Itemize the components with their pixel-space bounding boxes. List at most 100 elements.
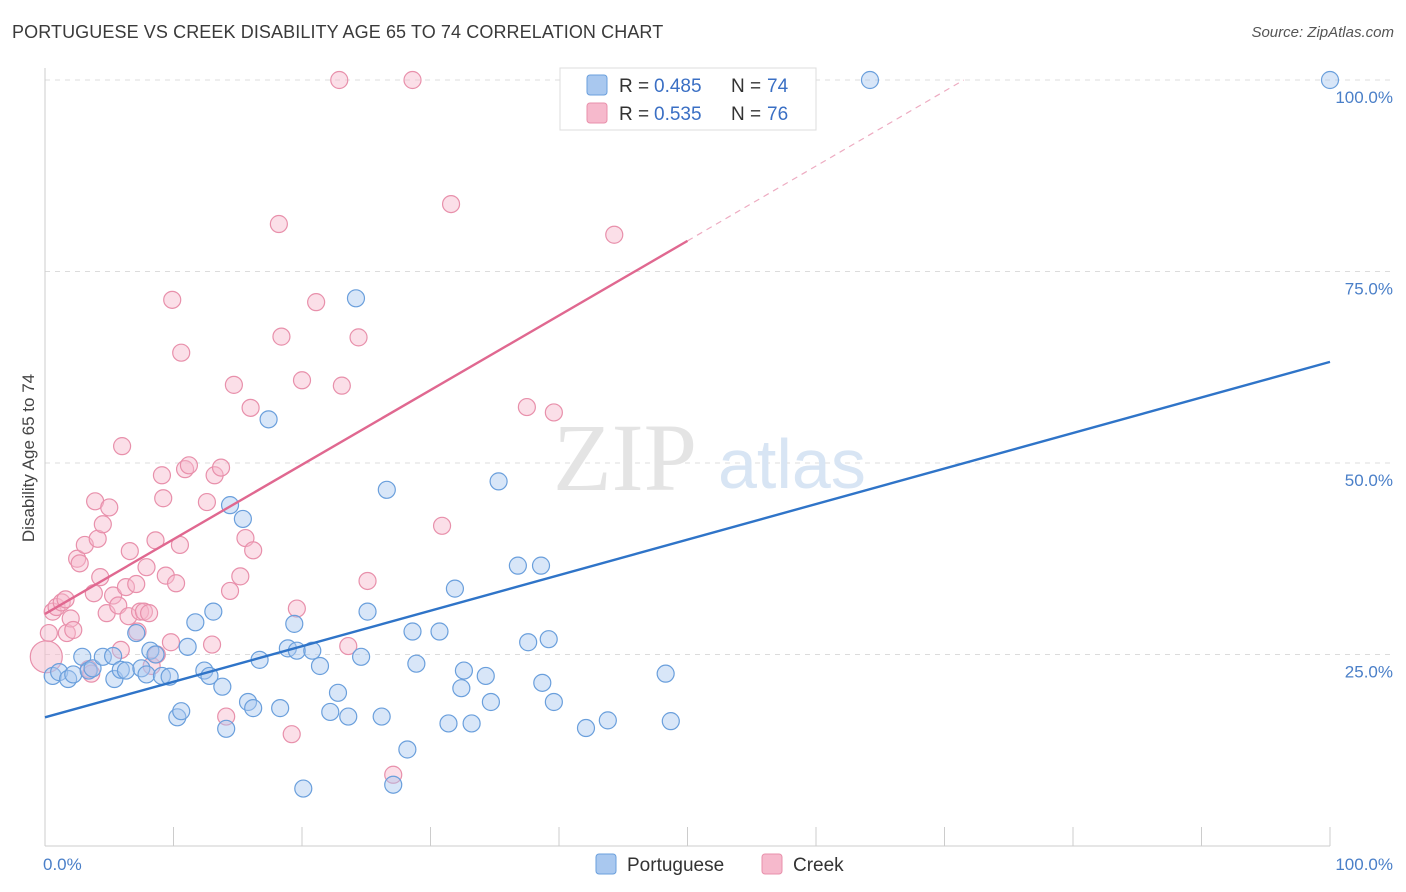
creek-point — [272, 327, 291, 346]
creek-point — [432, 516, 452, 535]
portuguese-point — [259, 410, 278, 429]
bottom-legend-label-creek: Creek — [793, 855, 844, 876]
portuguese-point — [64, 665, 83, 684]
creek-point — [605, 225, 624, 244]
creek-point — [244, 541, 263, 560]
y-tick-labels: 25.0% 50.0% 75.0% 100.0% — [1335, 88, 1393, 682]
portuguese-point — [439, 714, 458, 733]
legend-n-value-creek: 76 — [767, 104, 788, 125]
creek-point — [349, 328, 368, 347]
portuguese-point — [860, 70, 880, 90]
chart-title: PORTUGUESE VS CREEK DISABILITY AGE 65 TO… — [12, 22, 664, 42]
creek-point — [64, 620, 83, 640]
x-tick-label: 100.0% — [1335, 855, 1393, 874]
bottom-legend-swatch-creek — [761, 853, 783, 875]
creek-point — [269, 214, 288, 234]
portuguese-point — [104, 646, 123, 666]
legend-swatch-creek — [586, 102, 608, 124]
portuguese-point — [454, 661, 474, 680]
legend-n-label: N = — [731, 76, 761, 97]
portuguese-point — [372, 707, 391, 726]
creek-point — [307, 293, 326, 312]
creek-point — [70, 554, 89, 573]
portuguese-point — [508, 556, 527, 575]
portuguese-point — [310, 656, 330, 676]
portuguese-point — [533, 673, 552, 692]
creek-point — [220, 581, 240, 601]
portuguese-point — [137, 665, 156, 684]
creek-point — [156, 566, 175, 585]
portuguese-point — [531, 556, 551, 575]
portuguese-point — [462, 714, 481, 733]
watermark-atlas: atlas — [718, 425, 866, 503]
creek-point — [39, 623, 58, 643]
y-tick-label: 75.0% — [1345, 280, 1393, 299]
creek-point — [441, 194, 461, 214]
creek-point — [163, 290, 182, 309]
creek-point — [152, 466, 172, 485]
legend-n-label: N = — [731, 104, 761, 125]
creek-point — [202, 635, 222, 654]
creek-point — [104, 586, 123, 605]
bottom-legend-label-portuguese: Portuguese — [627, 855, 724, 876]
legend-r-value-portuguese: 0.485 — [654, 76, 702, 97]
portuguese-point — [445, 579, 465, 598]
portuguese-point — [481, 692, 500, 712]
creek-point — [544, 403, 563, 422]
portuguese-point — [489, 472, 508, 491]
creek-point — [282, 725, 301, 744]
source-label: Source: ZipAtlas.com — [1251, 24, 1394, 41]
portuguese-point — [116, 661, 136, 680]
creek-point — [517, 397, 536, 417]
trend-lines — [44, 79, 1331, 719]
portuguese-point — [172, 702, 191, 721]
creek-point — [384, 765, 403, 784]
portuguese-point — [430, 622, 449, 641]
creek-point — [120, 541, 139, 561]
creek-trend-line — [44, 239, 689, 615]
portuguese-point — [321, 702, 340, 722]
legend-r-value-creek: 0.535 — [654, 104, 702, 125]
creek-point — [330, 70, 349, 90]
y-tick-label: 50.0% — [1345, 471, 1393, 490]
portuguese-point — [146, 645, 165, 664]
x-tick-label: 0.0% — [43, 855, 82, 874]
portuguese-point — [598, 711, 617, 730]
portuguese-point — [656, 664, 675, 683]
legend-bottom: Portuguese Creek — [595, 853, 844, 876]
portuguese-points — [43, 70, 1340, 798]
creek-point — [179, 456, 199, 475]
creek-point — [166, 574, 186, 593]
creek-point — [292, 371, 312, 390]
portuguese-point — [661, 712, 680, 731]
y-tick-label: 25.0% — [1345, 663, 1393, 682]
y-axis-title: Disability Age 65 to 74 — [19, 374, 38, 542]
creek-point — [84, 584, 103, 603]
creek-point — [332, 376, 351, 395]
portuguese-point — [204, 602, 223, 621]
portuguese-point — [544, 692, 563, 712]
grid-lines — [45, 79, 1392, 655]
portuguese-point — [111, 660, 130, 679]
portuguese-point — [93, 647, 112, 666]
portuguese-point — [287, 641, 306, 660]
creek-point — [161, 633, 181, 652]
portuguese-point — [407, 654, 426, 673]
creek-points — [29, 70, 624, 784]
portuguese-point — [398, 740, 417, 759]
portuguese-point — [352, 647, 371, 666]
creek-point — [130, 602, 150, 621]
portuguese-point — [476, 666, 495, 686]
portuguese-point — [384, 775, 403, 794]
axes — [44, 68, 1331, 847]
creek-point — [197, 492, 217, 512]
creek-point — [127, 574, 146, 594]
creek-point — [100, 498, 119, 517]
portuguese-point — [178, 637, 197, 656]
portuguese-point — [358, 602, 377, 621]
legend-r-label: R = — [619, 104, 649, 125]
legend-swatch-portuguese — [586, 74, 608, 96]
creek-point — [172, 343, 191, 362]
creek-point — [154, 489, 173, 508]
